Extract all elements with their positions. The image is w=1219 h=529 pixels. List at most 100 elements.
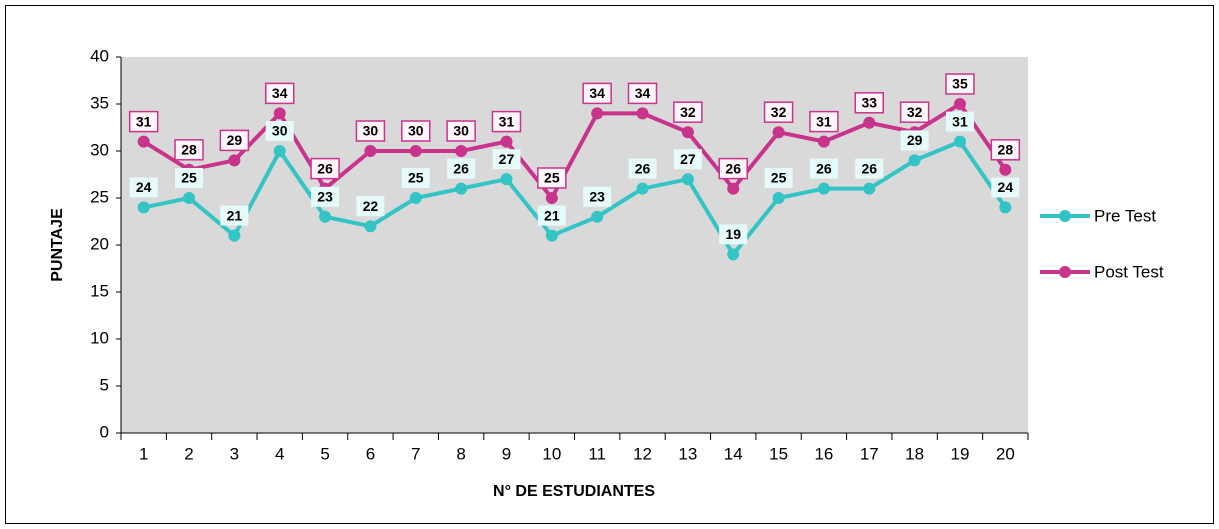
data-label-box: [174, 139, 204, 161]
y-axis-title: PUNTAJE: [49, 208, 66, 282]
x-tick-label: 5: [320, 444, 329, 463]
data-label-box: [718, 157, 748, 180]
data-label: 27: [499, 151, 515, 167]
x-tick-label: 15: [769, 444, 788, 463]
data-label: 21: [544, 207, 560, 223]
data-label-box: [673, 101, 703, 123]
point: [500, 135, 513, 148]
data-label-box: [401, 168, 430, 188]
data-label-box: [627, 82, 658, 105]
point: [772, 192, 785, 204]
point: [409, 145, 422, 157]
data-label-box: [491, 110, 522, 133]
plot-area: [121, 57, 1028, 433]
series-line: [143, 139, 1007, 258]
x-tick-label: 4: [275, 444, 284, 463]
data-label: 28: [181, 142, 197, 158]
data-label-box: [855, 158, 884, 179]
data-label-box: [991, 177, 1020, 198]
legend-label: Pre Test: [1094, 206, 1156, 225]
data-label-box: [854, 92, 885, 114]
point: [137, 135, 150, 148]
data-label-box: [990, 139, 1021, 161]
point: [183, 192, 196, 204]
data-label: 23: [589, 189, 605, 205]
y-tick-label: 35: [90, 93, 109, 112]
data-label: 34: [635, 85, 651, 101]
data-label-box: [673, 149, 702, 170]
x-tick-label: 10: [542, 444, 561, 463]
y-tick-label: 15: [90, 281, 109, 300]
data-label-box: [310, 157, 340, 180]
data-label: 22: [363, 198, 379, 214]
point: [636, 107, 649, 120]
data-label: 26: [725, 160, 741, 176]
data-label: 31: [816, 113, 832, 129]
data-label-box: [355, 120, 386, 142]
legend-marker: [1059, 266, 1071, 278]
point: [681, 126, 694, 139]
data-label: 24: [998, 179, 1014, 195]
x-tick-label: 11: [588, 444, 606, 463]
point: [636, 182, 649, 195]
data-label-box: [129, 177, 158, 198]
point: [228, 229, 241, 242]
data-label: 34: [589, 85, 605, 101]
point: [727, 182, 740, 195]
x-tick-label: 9: [502, 444, 511, 463]
data-label-box: [492, 149, 521, 170]
legend-label: Post Test: [1094, 262, 1164, 281]
x-tick-label: 6: [366, 444, 375, 463]
x-tick-label: 18: [905, 444, 924, 463]
point: [455, 145, 468, 157]
data-label: 19: [725, 226, 741, 242]
data-label: 27: [680, 151, 696, 167]
data-label: 25: [408, 170, 424, 186]
point: [772, 126, 785, 139]
point: [273, 145, 286, 157]
data-label: 30: [408, 123, 424, 139]
y-tick-label: 40: [90, 46, 109, 65]
data-label: 25: [181, 170, 197, 186]
data-label-box: [311, 186, 340, 207]
data-label-box: [899, 101, 930, 123]
data-label-box: [809, 158, 838, 179]
point: [455, 182, 468, 195]
x-tick-label: 8: [456, 444, 465, 463]
point: [545, 229, 558, 242]
data-label-box: [356, 196, 385, 217]
data-label: 33: [861, 95, 877, 111]
data-label: 29: [227, 132, 243, 148]
y-tick-label: 10: [90, 328, 109, 347]
data-label: 32: [680, 104, 696, 120]
data-label-box: [764, 168, 793, 188]
x-tick-label: 7: [411, 444, 420, 463]
data-label-box: [537, 205, 566, 226]
x-tick-label: 12: [633, 444, 652, 463]
point: [953, 135, 966, 148]
point: [319, 210, 332, 223]
data-label-box: [583, 186, 612, 207]
x-tick-label: 17: [860, 444, 879, 463]
data-label: 35: [952, 76, 968, 92]
data-label: 24: [136, 179, 152, 195]
data-label: 25: [771, 170, 787, 186]
data-label: 30: [272, 123, 288, 139]
point: [817, 135, 830, 148]
data-label: 26: [816, 160, 832, 176]
data-label: 26: [635, 160, 651, 176]
data-label-box: [537, 167, 567, 189]
point: [681, 173, 694, 186]
data-label: 34: [272, 85, 288, 101]
data-label-box: [628, 158, 657, 179]
point: [908, 154, 921, 167]
x-tick-label: 2: [184, 444, 193, 463]
point: [863, 182, 876, 195]
x-tick-label: 20: [996, 444, 1015, 463]
data-label-box: [264, 82, 295, 105]
data-label: 30: [363, 123, 379, 139]
data-label-box: [945, 73, 975, 95]
data-label-box: [900, 130, 929, 151]
point: [545, 192, 558, 204]
